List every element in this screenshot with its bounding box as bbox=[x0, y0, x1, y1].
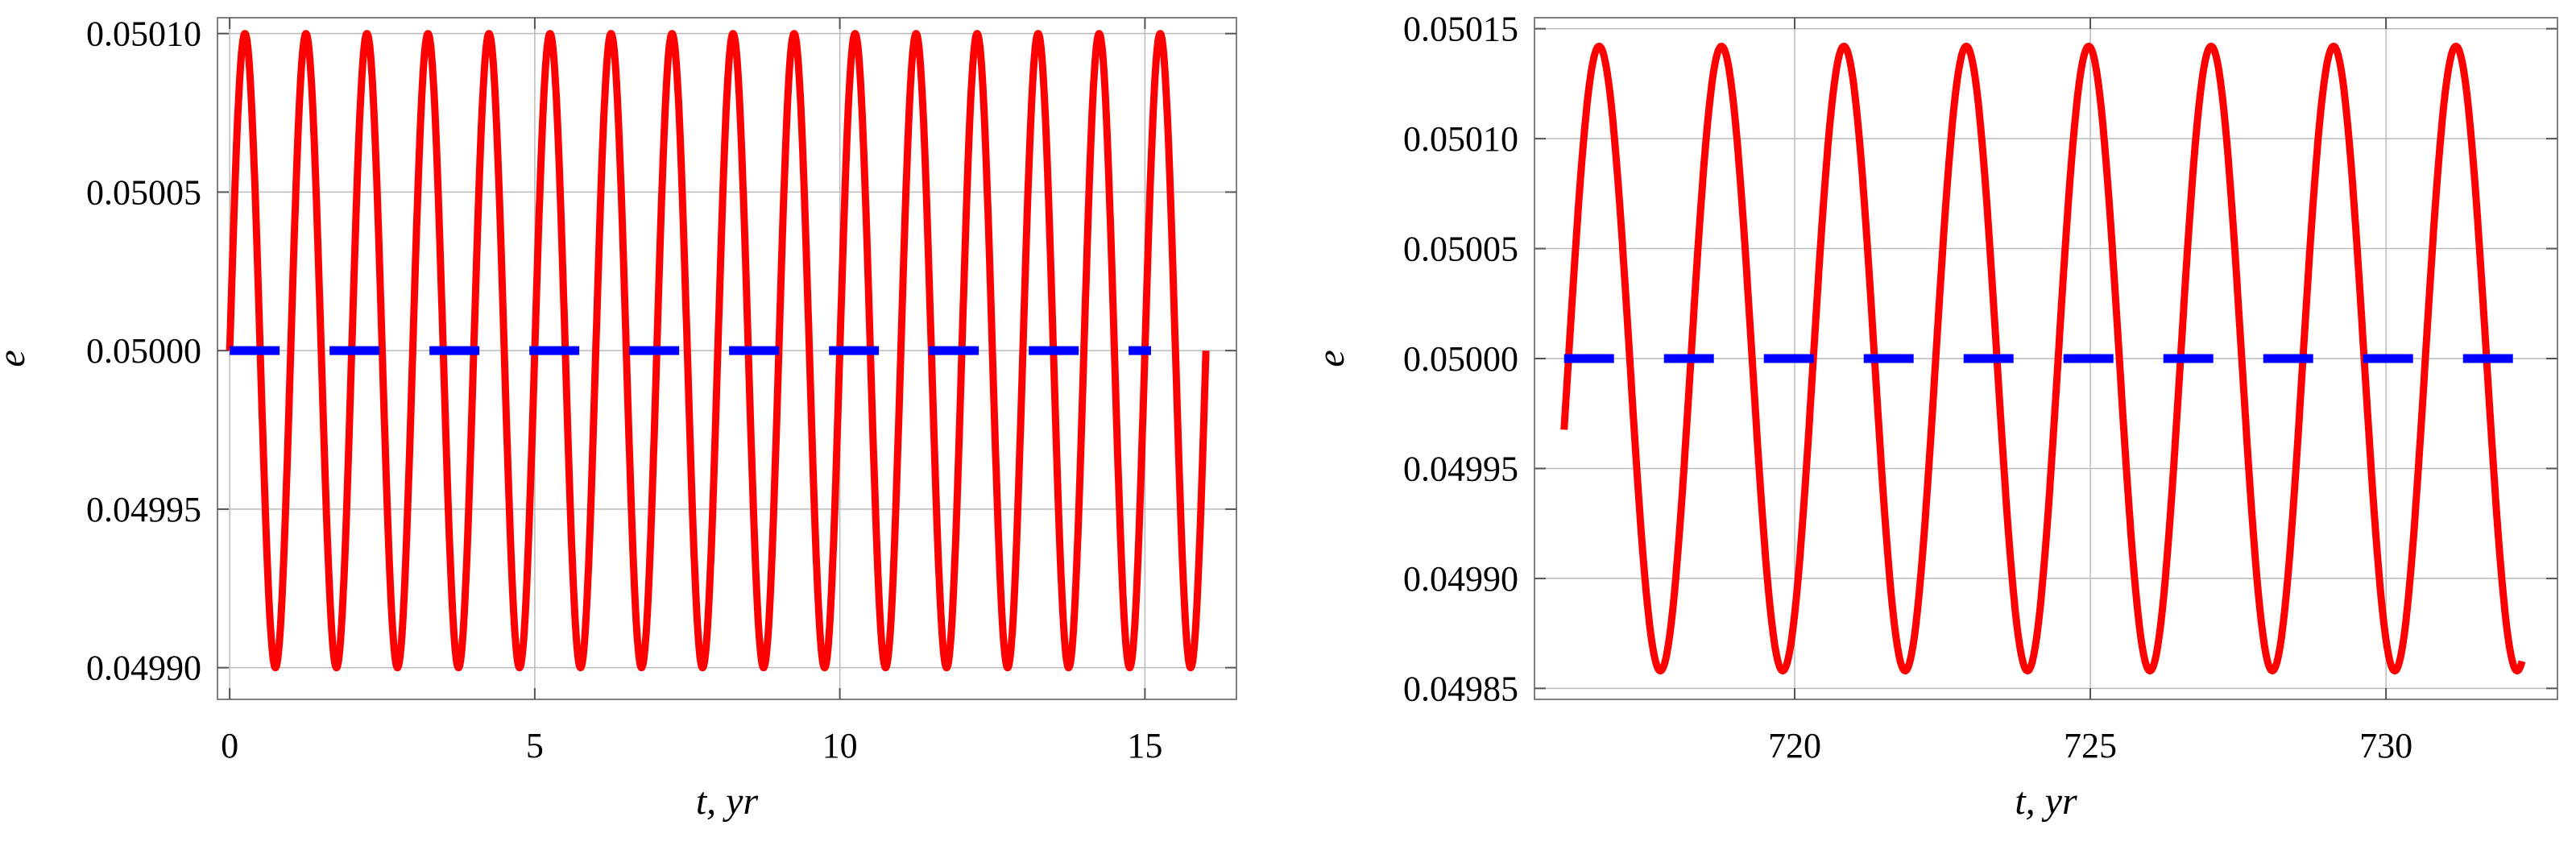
x-tick-label: 730 bbox=[2359, 726, 2412, 765]
y-tick-label: 0.05005 bbox=[86, 172, 201, 212]
x-tick-label: 5 bbox=[526, 726, 544, 765]
chart-panel-1: 0 5 10 15 0.04990 0.04995 0.05000 0.05005 0.0501… bbox=[0, 15, 1237, 823]
y-axis-label: e bbox=[0, 350, 33, 367]
y-tick-label: 0.05010 bbox=[1403, 119, 1518, 159]
x-tick-label: 15 bbox=[1127, 726, 1162, 765]
y-tick-label: 0.05000 bbox=[86, 331, 201, 371]
y-tick-label: 0.05010 bbox=[86, 15, 201, 54]
chart-panel-2: 720 725 730 0.04985 0.04990 0.04995 0.05000 0.0… bbox=[1310, 10, 2558, 823]
x-axis-label: t, yr bbox=[696, 780, 759, 823]
series-line-red bbox=[1560, 43, 2526, 674]
y-tick-label: 0.04990 bbox=[1403, 559, 1518, 599]
x-axis-label: t, yr bbox=[2015, 780, 2077, 823]
x-tick-label: 720 bbox=[1768, 726, 1821, 765]
y-tick-label: 0.04990 bbox=[86, 649, 201, 688]
y-tick-label: 0.05005 bbox=[1403, 230, 1518, 269]
x-tick-label: 10 bbox=[822, 726, 858, 765]
y-tick-label: 0.04995 bbox=[1403, 449, 1518, 488]
y-tick-label: 0.05015 bbox=[1403, 10, 1518, 49]
x-tick-label: 725 bbox=[2064, 726, 2117, 765]
y-tick-label: 0.04995 bbox=[86, 490, 201, 529]
series-line-red bbox=[226, 30, 1210, 672]
plot-frame bbox=[217, 17, 1237, 700]
x-tick-label: 0 bbox=[221, 726, 238, 765]
y-axis-label: e bbox=[1310, 350, 1352, 367]
y-tick-label: 0.04985 bbox=[1403, 669, 1518, 708]
y-tick-label: 0.05000 bbox=[1403, 339, 1518, 379]
